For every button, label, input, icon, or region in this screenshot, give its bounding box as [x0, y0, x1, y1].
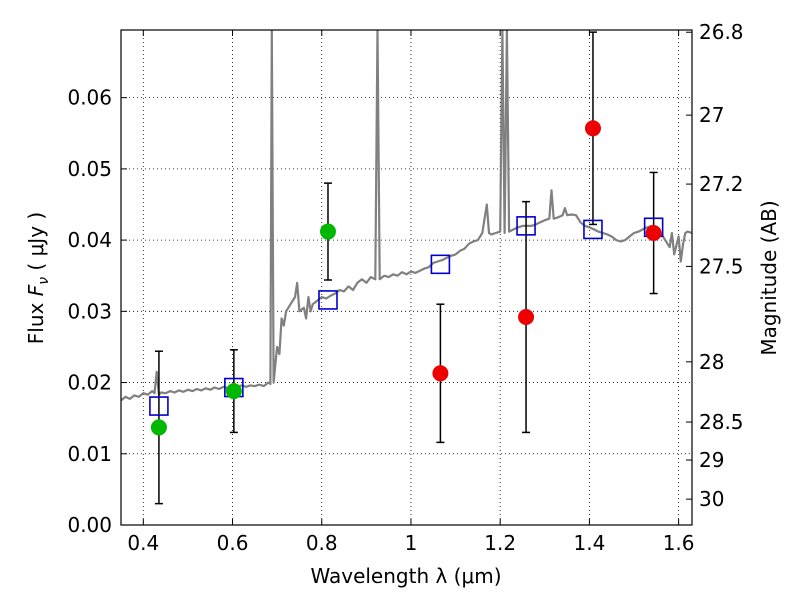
x-tick-label: 1.2: [484, 531, 516, 555]
observed-flux-point: [645, 224, 662, 241]
right-tick-label: 27: [699, 103, 724, 127]
observed-flux-point: [319, 223, 336, 240]
y-axis-label-right: Magnitude (AB): [757, 200, 781, 355]
observed-flux-point: [150, 419, 167, 436]
y-tick-label: 0.06: [67, 86, 112, 110]
right-tick-label: 30: [699, 487, 724, 511]
x-tick-label: 0.6: [217, 531, 249, 555]
model-square-point: [516, 216, 536, 236]
model-square-point: [318, 290, 338, 310]
axis-ticks: 0.4 0.6 0.8 1 1.2 1.4 1.6 0.00 0.01 0.02 0.03 0.04 0…: [67, 20, 743, 555]
model-square-point: [430, 254, 451, 275]
x-tick-label: 1.6: [663, 531, 695, 555]
y-axis-label-prefix: Flux: [24, 296, 48, 344]
error-bars: [154, 31, 658, 505]
x-axis-label: Wavelength λ (μm): [310, 564, 501, 588]
right-tick-label: 28.5: [699, 410, 744, 434]
model-square-point: [583, 219, 603, 240]
spectrum-line: [121, 30, 692, 402]
data-markers: [149, 120, 664, 436]
x-tick-label: 0.4: [127, 531, 159, 555]
y-axis-label-symbol: F: [24, 284, 48, 296]
x-tick-label: 0.8: [306, 531, 338, 555]
y-tick-label: 0.05: [67, 157, 112, 181]
plot-area: [121, 30, 692, 402]
model-square-point: [149, 396, 169, 416]
plot-frame: [120, 29, 693, 526]
right-tick-label: 27.5: [699, 254, 744, 278]
y-axis-label-left: Flux Fν ( μJy ): [24, 212, 52, 344]
y-axis-label-suffix: ( μJy ): [24, 212, 48, 277]
right-tick-label: 26.8: [699, 20, 744, 44]
y-tick-label: 0.00: [67, 513, 112, 537]
right-tick-label: 28: [699, 350, 724, 374]
x-tick-label: 1: [405, 531, 418, 555]
observed-flux-point: [225, 383, 242, 400]
observed-flux-point: [584, 120, 601, 137]
observed-flux-point: [432, 365, 449, 382]
y-axis-label-subscript: ν: [36, 277, 52, 285]
y-tick-label: 0.04: [67, 228, 112, 252]
x-tick-label: 1.4: [573, 531, 605, 555]
right-tick-label: 29: [699, 448, 724, 472]
right-tick-label: 27.2: [699, 172, 744, 196]
y-tick-label: 0.03: [67, 299, 112, 323]
observed-flux-point: [518, 309, 535, 326]
y-tick-label: 0.01: [67, 442, 112, 466]
grid-lines: [121, 30, 692, 526]
y-tick-label: 0.02: [67, 371, 112, 395]
